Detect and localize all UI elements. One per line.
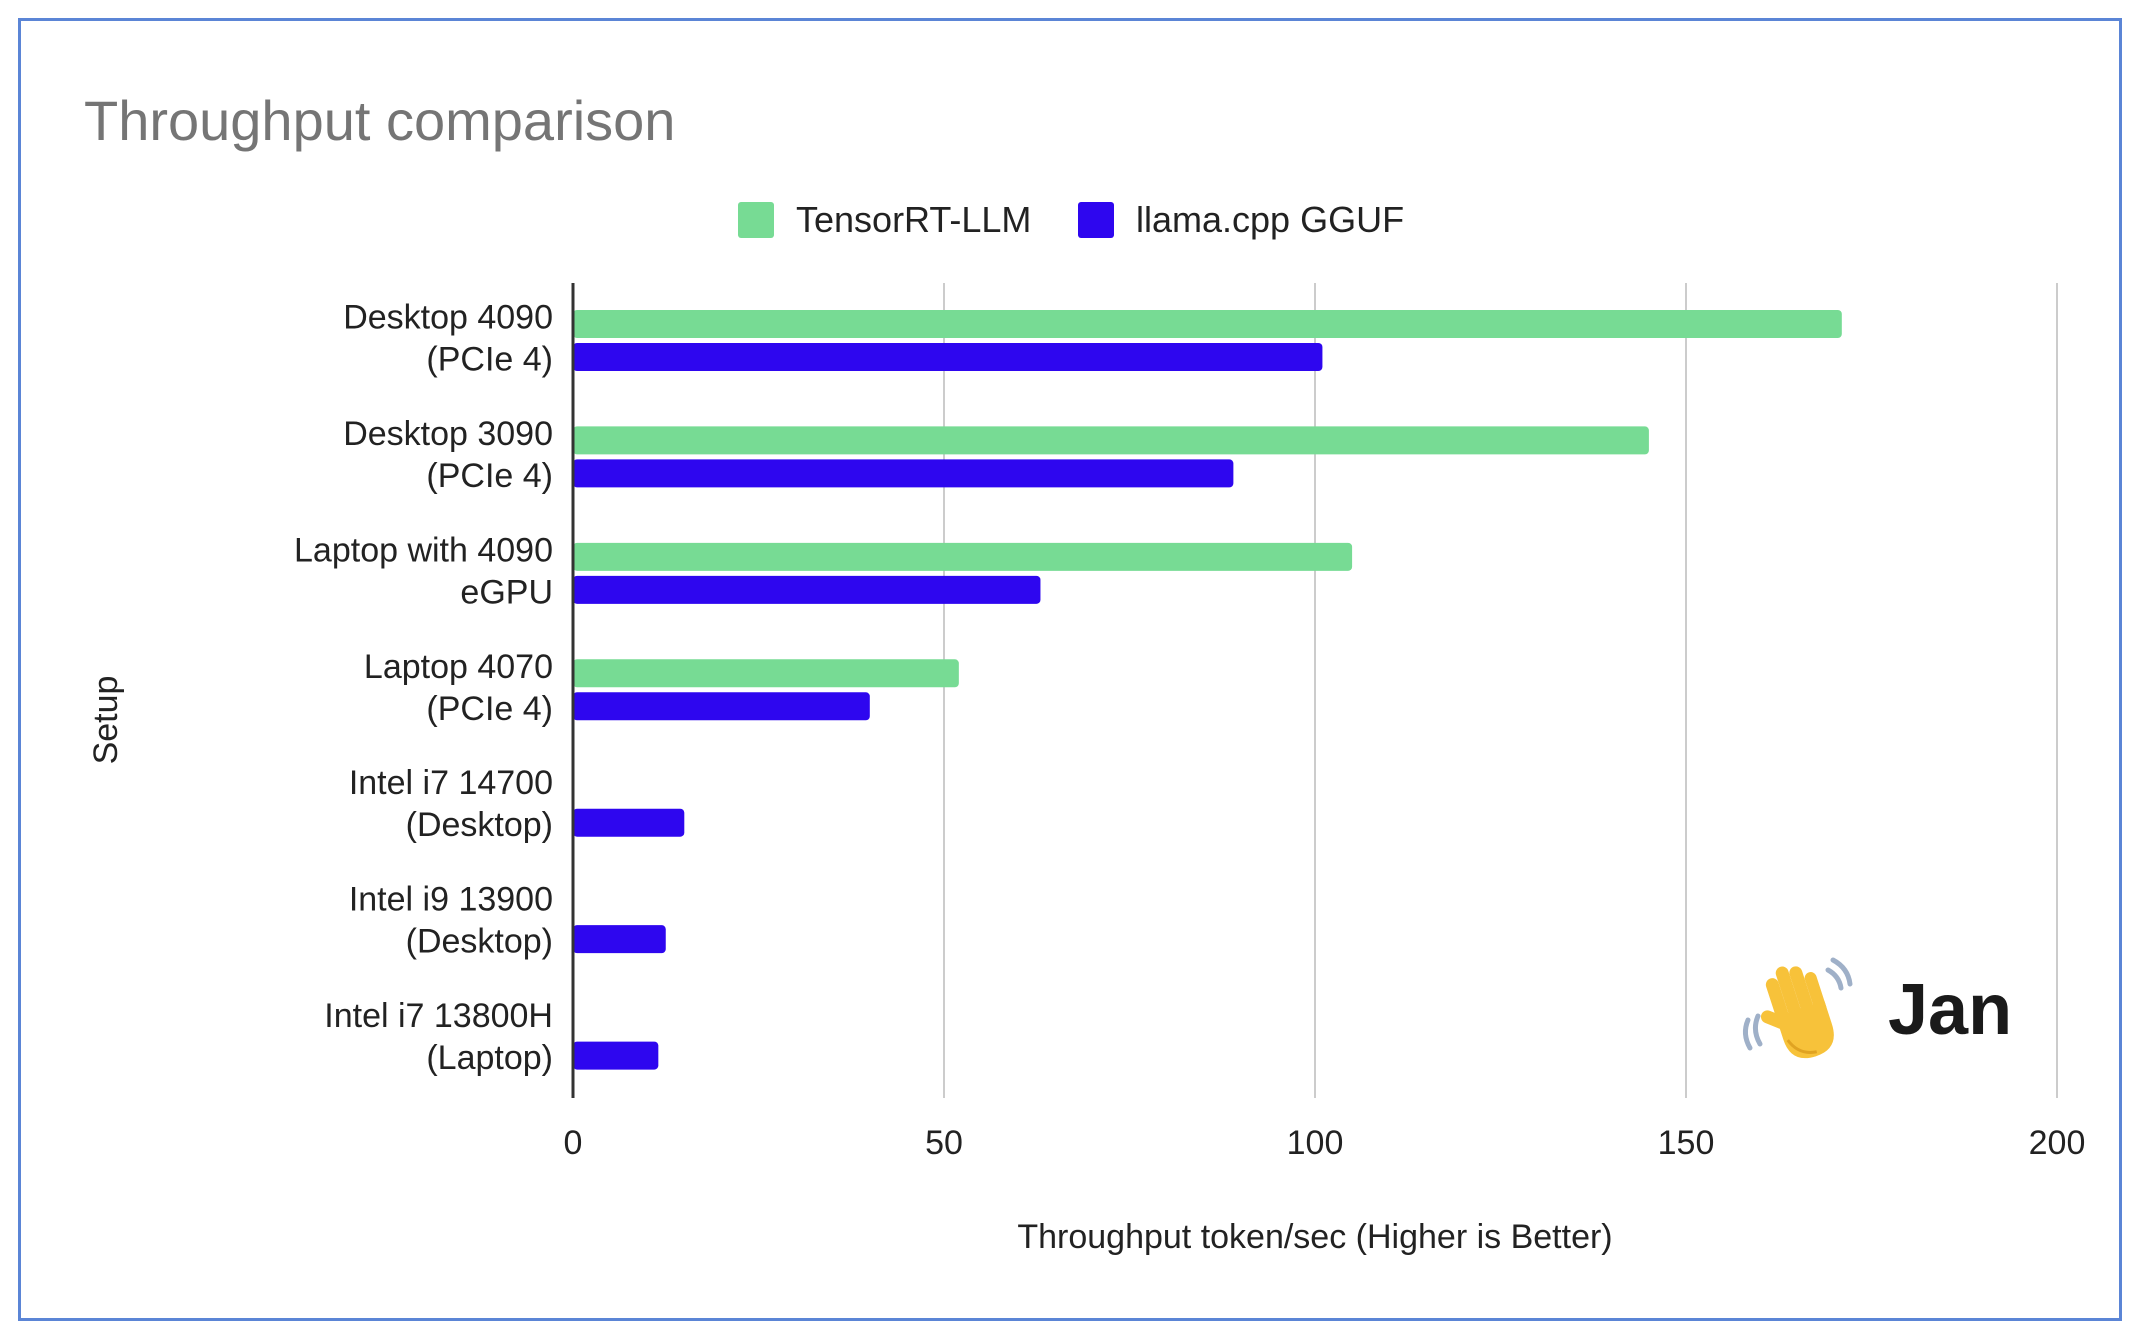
category-label: Intel i7 14700 [349, 764, 553, 802]
bar-llamacpp [573, 575, 1041, 604]
category-label: Laptop with 4090 [294, 531, 553, 569]
bar-tensorrt [573, 542, 1353, 571]
bar-llamacpp [573, 925, 666, 954]
brand-logo: Jan [1738, 950, 2012, 1070]
gridlines [943, 283, 2058, 1098]
y-axis-title: Setup [87, 676, 125, 765]
legend-label-llamacpp: llama.cpp GGUF [1136, 199, 1405, 240]
bar-tensorrt [573, 310, 1842, 338]
bar-llamacpp [573, 692, 870, 721]
category-label: (Desktop) [406, 806, 553, 844]
legend-item-tensorrt: TensorRT-LLM [738, 190, 1031, 250]
waving-hand-icon [1742, 957, 1853, 1059]
x-tick-label: 0 [564, 1124, 583, 1162]
bar-llamacpp [573, 459, 1234, 488]
category-label: Laptop 4070 [364, 648, 553, 686]
x-tick-labels: 0 50 100 150 200 [564, 1124, 2086, 1162]
bars [573, 310, 1842, 1070]
category-label: eGPU [460, 573, 553, 611]
x-tick-label: 150 [1658, 1124, 1715, 1162]
category-label: Intel i9 13900 [349, 881, 553, 919]
bar-tensorrt [573, 426, 1649, 455]
bar-llamacpp [573, 1041, 659, 1070]
category-label: Desktop 4090 [343, 299, 553, 337]
x-tick-label: 200 [2029, 1124, 2086, 1162]
category-label: (PCIe 4) [426, 457, 553, 495]
legend-label-tensorrt: TensorRT-LLM [796, 199, 1032, 240]
chart-title: Throughput comparison [84, 89, 676, 152]
bar-llamacpp [573, 808, 685, 837]
category-label: (PCIe 4) [426, 690, 553, 728]
category-label: (Desktop) [406, 923, 553, 961]
bar-tensorrt [573, 659, 959, 688]
legend-swatch-llamacpp [1078, 202, 1114, 238]
legend-swatch-tensorrt [738, 202, 774, 238]
bar-llamacpp [573, 343, 1323, 371]
category-label: (Laptop) [426, 1039, 553, 1077]
legend-item-llamacpp: llama.cpp GGUF [1078, 190, 1404, 250]
legend: TensorRT-LLM llama.cpp GGUF [0, 190, 2143, 250]
category-labels: Desktop 4090 (PCIe 4) Desktop 3090 (PCIe 4)… [294, 299, 553, 1078]
x-axis-title: Throughput token/sec (Higher is Better) [1017, 1218, 1612, 1256]
chart-frame [18, 18, 2122, 1321]
category-label: Desktop 3090 [343, 415, 553, 453]
category-label: (PCIe 4) [426, 341, 553, 379]
x-tick-label: 50 [925, 1124, 963, 1162]
x-tick-label: 100 [1287, 1124, 1344, 1162]
category-label: Intel i7 13800H [324, 997, 553, 1035]
brand-name: Jan [1888, 970, 2013, 1050]
